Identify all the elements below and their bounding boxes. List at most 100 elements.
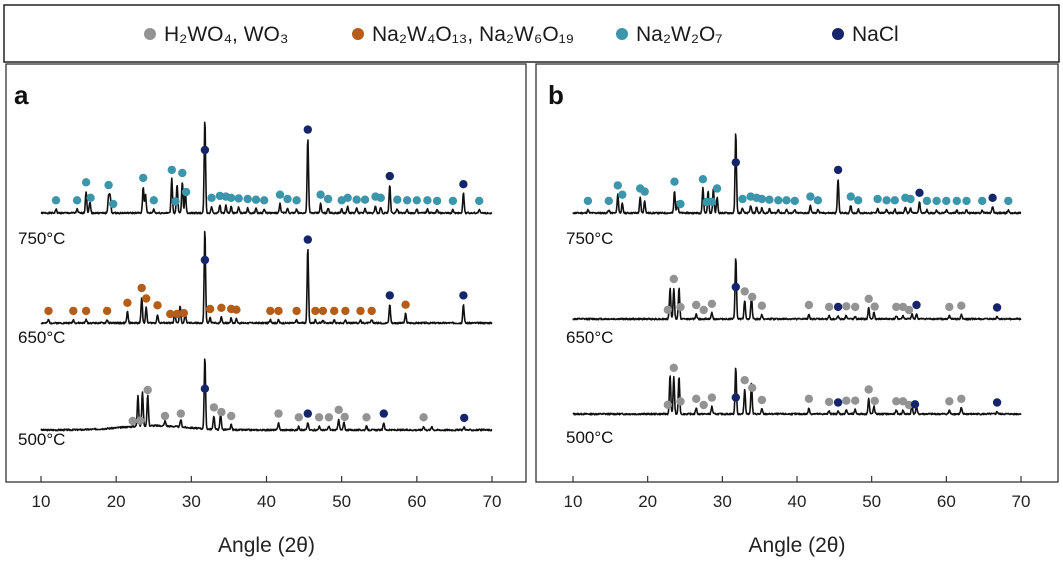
peak-marker-na2w2o7	[942, 196, 951, 206]
peak-marker-h2wo4	[892, 397, 901, 406]
xrd-trace	[40, 230, 493, 325]
peak-marker-h2wo4	[748, 383, 757, 392]
peak-marker-na2w4o13	[318, 306, 328, 316]
peak-marker-h2wo4	[676, 302, 685, 312]
peak-marker-h2wo4	[757, 301, 767, 310]
peak-marker-h2wo4	[870, 396, 879, 406]
peak-marker-h2wo4	[740, 376, 749, 385]
peak-marker-na2w2o7	[1004, 196, 1013, 206]
peak-marker-na2w2o7	[316, 190, 325, 199]
peak-marker-na2w2o7	[906, 194, 915, 204]
peak-marker-na2w2o7	[640, 187, 649, 196]
peak-marker-na2w2o7	[873, 194, 882, 204]
x-tick-label: 30	[182, 492, 201, 511]
peak-marker-h2wo4	[898, 397, 908, 406]
peak-marker-h2wo4	[945, 397, 954, 406]
x-axis-label: Angle (2θ)	[218, 534, 315, 557]
peak-marker-na2w4o13	[179, 308, 188, 318]
peak-marker-nacl	[459, 180, 468, 189]
x-tick-label: 60	[937, 492, 956, 511]
legend: H₂WO₄, WO₃ Na₂W₄O₁₃, Na₂W₆O₁₉ Na₂W₂O₇ NaCl	[144, 23, 899, 46]
peak-marker-nacl	[992, 398, 1002, 407]
peak-marker-na2w2o7	[475, 196, 484, 206]
legend-label-h2wo4: H₂WO₄, WO₃	[164, 23, 288, 46]
peak-marker-h2wo4	[136, 416, 145, 425]
peak-marker-na2w4o13	[172, 309, 182, 319]
peak-marker-na2w2o7	[757, 194, 767, 204]
peak-marker-h2wo4	[699, 400, 708, 410]
peak-marker-na2w2o7	[782, 196, 791, 205]
peak-marker-na2w2o7	[275, 190, 285, 199]
x-tick-label: 10	[32, 492, 51, 511]
peak-marker-h2wo4	[294, 413, 303, 422]
peak-marker-h2wo4	[870, 302, 879, 311]
peak-marker-h2wo4	[274, 409, 283, 418]
peak-marker-h2wo4	[227, 411, 236, 421]
peak-marker-h2wo4	[892, 302, 901, 312]
peak-marker-na2w2o7	[698, 175, 708, 184]
peak-marker-na2w2o7	[806, 192, 815, 201]
peak-marker-h2wo4	[692, 394, 701, 403]
peak-marker-na2w2o7	[890, 196, 899, 205]
peak-marker-na2w4o13	[102, 306, 112, 316]
peak-marker-na2w2o7	[712, 184, 722, 193]
peak-marker-na2w2o7	[292, 196, 301, 205]
peak-marker-na2w2o7	[738, 194, 747, 204]
peak-marker-na2w2o7	[402, 196, 412, 205]
peak-marker-h2wo4	[324, 413, 334, 422]
peak-marker-na2w2o7	[432, 196, 442, 206]
peak-marker-na2w2o7	[846, 192, 855, 201]
peak-marker-h2wo4	[669, 363, 678, 372]
legend-marker-h2wo4	[144, 28, 156, 40]
peak-marker-na2w2o7	[618, 190, 627, 199]
trace-label: 650°C	[566, 328, 613, 347]
peak-marker-na2w4o13	[205, 304, 215, 314]
peak-marker-h2wo4	[957, 301, 966, 310]
x-tick-label: 10	[564, 492, 583, 511]
peak-marker-na2w2o7	[774, 196, 783, 205]
peak-marker-na2w2o7	[583, 196, 593, 206]
x-tick-label: 30	[713, 492, 732, 511]
peak-marker-na2w2o7	[423, 196, 432, 205]
peak-marker-na2w2o7	[251, 195, 261, 204]
peak-marker-h2wo4	[740, 287, 749, 296]
peak-marker-na2w4o13	[367, 306, 376, 316]
x-tick-label: 60	[407, 492, 426, 511]
peak-marker-nacl	[910, 400, 920, 409]
peak-marker-na2w4o13	[232, 305, 241, 314]
peak-marker-h2wo4	[699, 305, 708, 315]
peak-marker-nacl	[379, 409, 388, 418]
peak-marker-na2w2o7	[72, 196, 82, 205]
trace-label: 500°C	[18, 430, 65, 449]
peak-marker-na2w4o13	[69, 306, 78, 316]
peak-marker-nacl	[915, 188, 924, 197]
peak-marker-na2w2o7	[922, 196, 932, 206]
peak-marker-h2wo4	[851, 302, 860, 312]
trace-label: 650°C	[18, 328, 65, 347]
peak-marker-na2w2o7	[613, 181, 622, 190]
peak-marker-nacl	[303, 235, 312, 244]
peak-marker-h2wo4	[707, 299, 717, 308]
peak-marker-na2w4o13	[311, 306, 320, 316]
peak-marker-h2wo4	[362, 413, 371, 422]
peak-marker-na2w2o7	[167, 165, 176, 175]
peak-marker-nacl	[912, 300, 921, 310]
peak-marker-h2wo4	[209, 403, 219, 412]
peak-marker-na2w2o7	[670, 177, 679, 186]
x-tick-label: 50	[332, 492, 351, 511]
peak-marker-na2w4o13	[356, 306, 365, 316]
x-tick-label: 50	[862, 492, 881, 511]
peak-marker-na2w2o7	[813, 196, 823, 205]
peak-marker-nacl	[992, 303, 1002, 312]
peak-marker-nacl	[200, 255, 210, 265]
peak-marker-na2w2o7	[104, 180, 113, 190]
peak-marker-h2wo4	[804, 300, 814, 310]
peak-marker-na2w2o7	[343, 193, 352, 202]
peak-marker-h2wo4	[864, 294, 873, 303]
peak-marker-na2w4o13	[292, 306, 301, 316]
xrd-trace	[40, 358, 493, 432]
peak-marker-nacl	[200, 384, 210, 393]
peak-marker-na2w2o7	[149, 196, 158, 205]
legend-label-na2w2o7: Na₂W₂O₇	[636, 23, 723, 46]
peak-marker-nacl	[303, 125, 312, 134]
